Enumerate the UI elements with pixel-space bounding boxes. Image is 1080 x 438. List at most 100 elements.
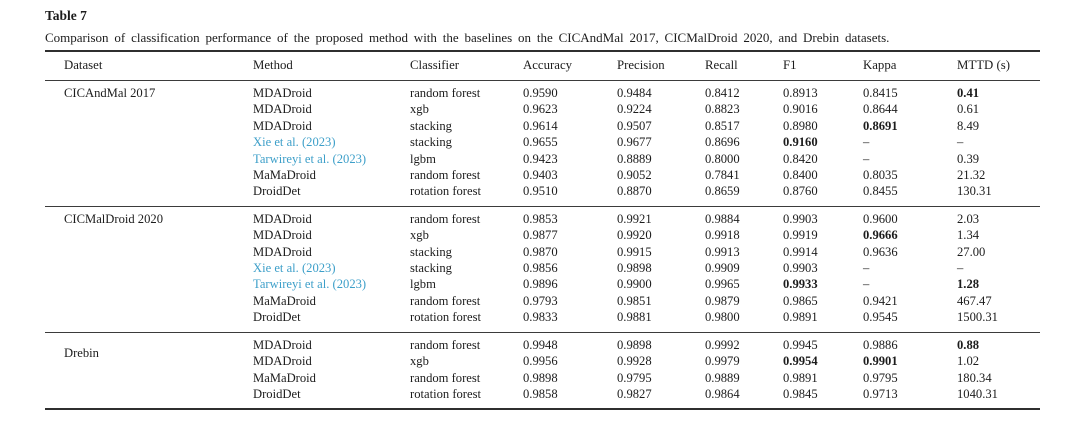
method-cell-citation: Xie et al. (2023): [253, 260, 410, 276]
metric-cell: 0.9879: [705, 293, 740, 308]
metric-cell: 0.9865: [783, 293, 818, 308]
metric-cell: 0.9948: [523, 337, 558, 352]
method-cell: MDADroid: [253, 206, 410, 227]
table-row: MDADroid xgb 0.9956 0.9928 0.9979 0.9954 0.990…: [45, 353, 1040, 369]
classifier-cell: random forest: [410, 337, 481, 352]
column-header-recall: Recall: [705, 51, 783, 81]
method-name: DroidDet: [253, 184, 301, 199]
metric-cell: 130.31: [957, 184, 992, 199]
metric-cell: –: [863, 135, 870, 150]
method-cell: MaMaDroid: [253, 167, 410, 183]
metric-cell: 0.9655: [523, 135, 558, 150]
method-cell-citation: Xie et al. (2023): [253, 134, 410, 150]
metric-cell: 0.9913: [705, 244, 740, 259]
metric-cell: 0.9920: [617, 228, 652, 243]
metric-cell: 0.8412: [705, 86, 740, 100]
classifier-cell: xgb: [410, 354, 429, 369]
method-cell: MDADroid: [253, 227, 410, 243]
table-row: DroidDet rotation forest 0.9510 0.8870 0.865…: [45, 183, 1040, 206]
metric-cell: 0.9845: [783, 386, 818, 401]
citation-link[interactable]: Tarwireyi et al. (2023): [253, 151, 367, 166]
metric-cell: 0.9891: [783, 370, 818, 385]
metric-cell: 0.9898: [617, 337, 652, 352]
metric-cell: 0.8760: [783, 184, 818, 199]
metric-cell: 0.9052: [617, 168, 652, 183]
metric-cell: 0.9886: [863, 337, 898, 352]
metric-cell: 0.9889: [705, 370, 740, 385]
method-cell: MDADroid: [253, 118, 410, 134]
table-row: MaMaDroid random forest 0.9403 0.9052 0.7841…: [45, 167, 1040, 183]
classifier-cell: random forest: [410, 211, 481, 226]
metric-cell: 0.9858: [523, 386, 558, 401]
citation-link[interactable]: Xie et al. (2023): [253, 261, 336, 276]
classifier-cell: lgbm: [410, 151, 436, 166]
metric-cell: 1500.31: [957, 310, 998, 325]
metric-cell: 0.8913: [783, 86, 818, 100]
metric-cell: 0.9884: [705, 211, 740, 226]
metric-cell: 0.9933: [783, 277, 818, 292]
metric-cell: 0.9793: [523, 293, 558, 308]
metric-cell: 0.8517: [705, 118, 740, 133]
metric-cell: 0.9795: [617, 370, 652, 385]
metric-cell: 2.03: [957, 211, 980, 226]
classifier-cell: rotation forest: [410, 184, 481, 199]
metric-cell: 1.34: [957, 228, 980, 243]
table-row: CICMalDroid 2020 MDADroid random forest 0.9…: [45, 206, 1040, 227]
metric-cell: 0.9545: [863, 310, 898, 325]
metric-cell: –: [957, 261, 964, 276]
metric-cell: 0.9713: [863, 386, 898, 401]
metric-cell: 0.9881: [617, 310, 652, 325]
table-row: Tarwireyi et al. (2023) lgbm 0.9896 0.9900 0…: [45, 276, 1040, 292]
method-name: MDADroid: [253, 211, 312, 226]
metric-cell: 0.9919: [783, 228, 818, 243]
method-cell: DroidDet: [253, 309, 410, 332]
table-row: MDADroid xgb 0.9877 0.9920 0.9918 0.9919 0.966…: [45, 227, 1040, 243]
dataset-block: Drebin MDADroid random forest 0.9948 0.9898 0…: [45, 332, 1040, 409]
table-row: MDADroid xgb 0.9623 0.9224 0.8823 0.9016 0.864…: [45, 101, 1040, 117]
metric-cell: 27.00: [957, 244, 986, 259]
method-cell: MDADroid: [253, 244, 410, 260]
metric-cell: 0.9507: [617, 118, 652, 133]
metric-cell: 0.9915: [617, 244, 652, 259]
metric-cell: 0.8691: [863, 118, 898, 133]
metric-cell: 0.9979: [705, 354, 740, 369]
table-caption: Comparison of classification performance…: [45, 30, 890, 45]
table-row: MDADroid stacking 0.9614 0.9507 0.8517 0.8980…: [45, 118, 1040, 134]
table-row: DroidDet rotation forest 0.9858 0.9827 0.986…: [45, 386, 1040, 409]
method-cell: MDADroid: [253, 332, 410, 353]
metric-cell: –: [863, 261, 870, 276]
metric-cell: 0.8870: [617, 184, 652, 199]
metric-cell: 0.9898: [617, 261, 652, 276]
citation-link[interactable]: Xie et al. (2023): [253, 135, 336, 150]
method-cell-citation: Tarwireyi et al. (2023): [253, 151, 410, 167]
metric-cell: 0.9016: [783, 102, 818, 117]
metric-cell: 0.8889: [617, 151, 652, 166]
classifier-cell: random forest: [410, 168, 481, 183]
classifier-cell: random forest: [410, 293, 481, 308]
table-row: MaMaDroid random forest 0.9898 0.9795 0.9889…: [45, 370, 1040, 386]
metric-cell: 0.9956: [523, 354, 558, 369]
metric-cell: 8.49: [957, 118, 980, 133]
metric-cell: 0.9423: [523, 151, 558, 166]
classifier-cell: random forest: [410, 86, 481, 100]
metric-cell: 0.8659: [705, 184, 740, 199]
column-header-f1: F1: [783, 51, 863, 81]
method-name: MaMaDroid: [253, 168, 316, 183]
metric-cell: 0.9918: [705, 228, 740, 243]
metric-cell: 0.9160: [783, 135, 818, 150]
table-row: MaMaDroid random forest 0.9793 0.9851 0.9879…: [45, 293, 1040, 309]
classifier-cell: xgb: [410, 102, 429, 117]
method-cell: MaMaDroid: [253, 293, 410, 309]
method-name: MDADroid: [253, 228, 312, 243]
metric-cell: 0.9898: [523, 370, 558, 385]
classifier-cell: rotation forest: [410, 310, 481, 325]
metric-cell: 0.9614: [523, 118, 558, 133]
metric-cell: 0.61: [957, 102, 980, 117]
metric-cell: 0.9403: [523, 168, 558, 183]
citation-link[interactable]: Tarwireyi et al. (2023): [253, 277, 367, 292]
metric-cell: 0.9590: [523, 86, 558, 100]
metric-cell: 0.8980: [783, 118, 818, 133]
metric-cell: 0.9901: [863, 354, 898, 369]
table-row: DroidDet rotation forest 0.9833 0.9881 0.980…: [45, 309, 1040, 332]
dataset-cell: Drebin: [64, 345, 99, 360]
